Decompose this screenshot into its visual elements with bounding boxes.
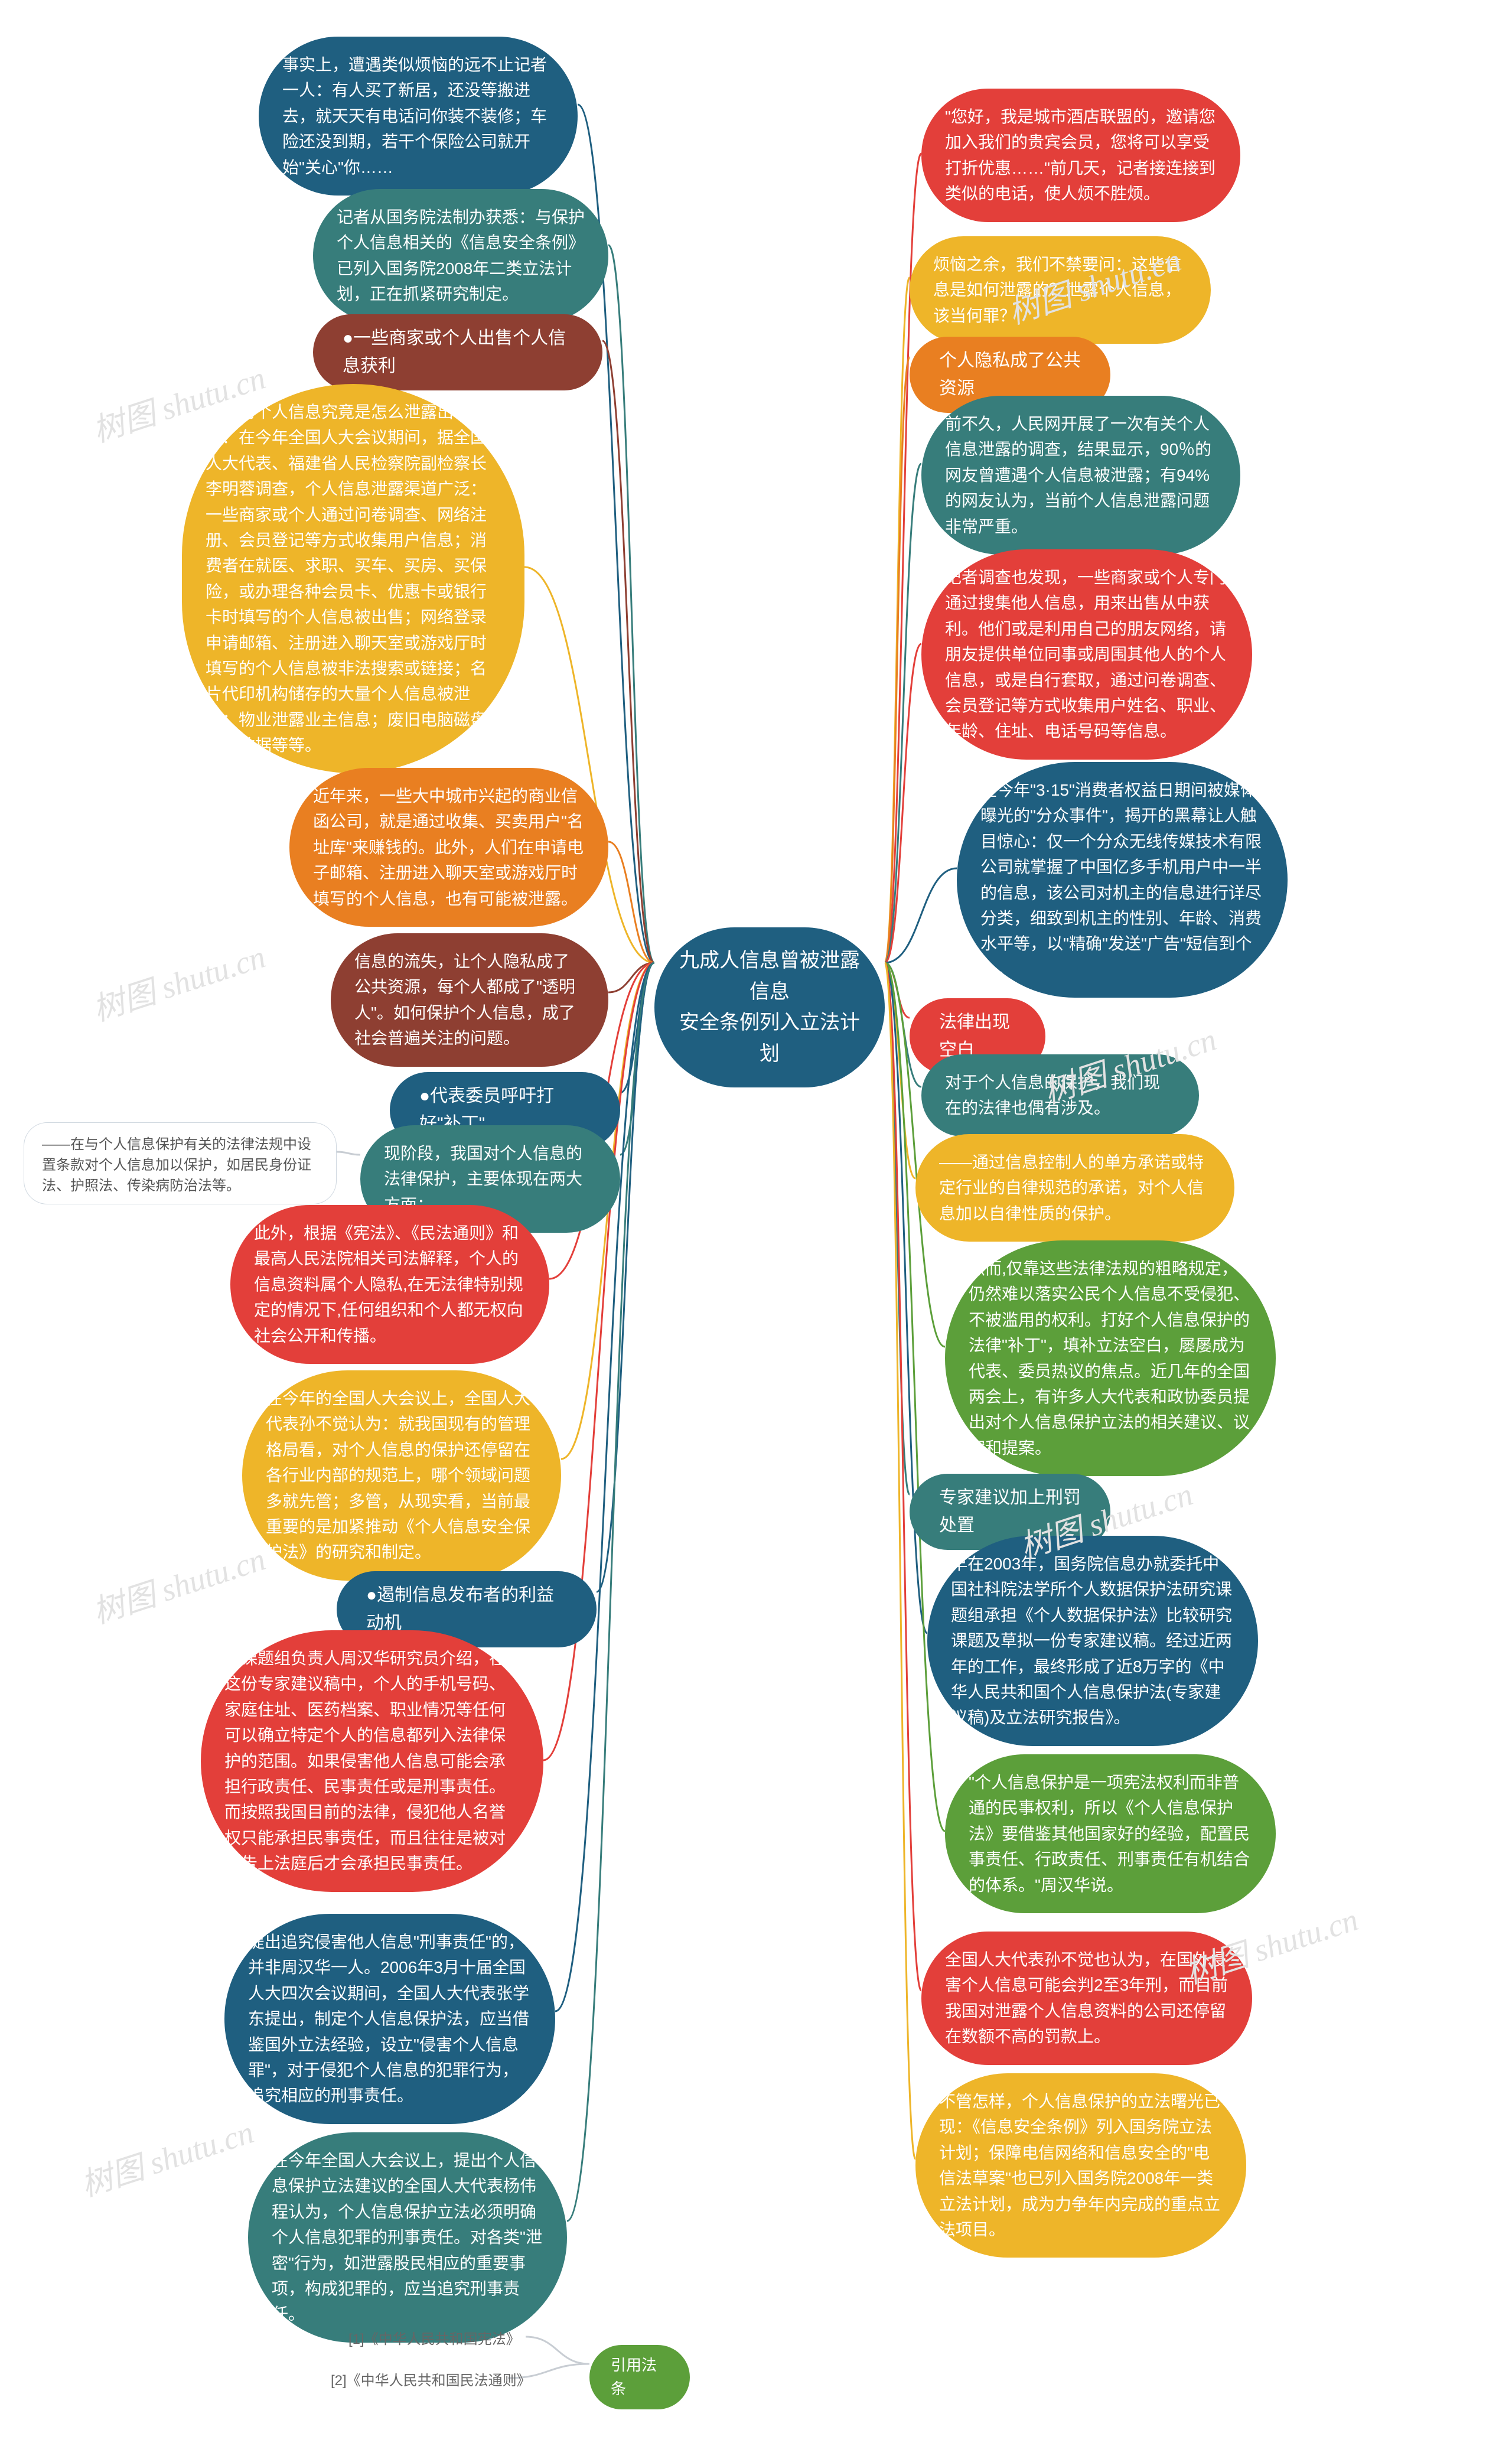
node-text: 前不久，人民网开展了一次有关个人信息泄露的调查，结果显示，90％的网友曾遭遇个人… <box>945 411 1217 539</box>
citation-item: [1]《中华人民共和国宪法》 <box>348 2327 520 2348</box>
watermark: 树图 shutu.cn <box>86 1533 271 1633</box>
node-text: 然而,仅靠这些法律法规的粗略规定，仍然难以落实公民个人信息不受侵犯、不被滥用的权… <box>969 1256 1252 1461</box>
L12: 据课题组负责人周汉华研究员介绍，在这份专家建议稿中，个人的手机号码、家庭住址、医… <box>201 1630 543 1892</box>
R4: 前不久，人民网开展了一次有关个人信息泄露的调查，结果显示，90％的网友曾遭遇个人… <box>921 396 1240 555</box>
node-text: ——通过信息控制人的单方承诺或特定行业的自律规范的承诺，对个人信息加以自律性质的… <box>939 1149 1211 1226</box>
node-text: ●一些商家或个人出售个人信息获利 <box>343 325 573 380</box>
citations-label: 引用法条 <box>589 2345 690 2409</box>
center-node: 九成人信息曾被泄露 信息 安全条例列入立法计划 <box>654 927 885 1087</box>
node-text: 个人隐私成了公共资源 <box>939 347 1081 402</box>
node-text: 九成人信息曾被泄露 信息 安全条例列入立法计划 <box>678 945 861 1070</box>
R13: "个人信息保护是一项宪法权利而非普通的民事权利，所以《个人信息保护法》要借鉴其他… <box>945 1754 1276 1913</box>
R6: 在今年"3·15"消费者权益日期间被媒体曝光的"分众事件"，揭开的黑幕让人触目惊… <box>957 762 1288 998</box>
L4: 我们的个人信息究竟是怎么泄露出去的呢？在今年全国人大会议期间，据全国人大代表、福… <box>182 384 524 773</box>
R8: 对于个人信息的保护，我们现在的法律也偶有涉及。 <box>921 1054 1199 1136</box>
node-text: ●遏制信息发布者的利益动机 <box>366 1582 567 1637</box>
node-text: 不管怎样，个人信息保护的立法曙光已现：《信息安全条例》列入国务院立法计划；保障电… <box>939 2089 1223 2242</box>
R2: 烦恼之余，我们不禁要问：这些信息是如何泄露的？泄露个人信息，该当何罪？ <box>910 236 1211 344</box>
node-text: 我们的个人信息究竟是怎么泄露出去的呢？在今年全国人大会议期间，据全国人大代表、福… <box>206 399 501 758</box>
R9: ——通过信息控制人的单方承诺或特定行业的自律规范的承诺，对个人信息加以自律性质的… <box>915 1134 1234 1242</box>
node-text: "您好，我是城市酒店联盟的，邀请您加入我们的贵宾会员，您将可以享受打折优惠……"… <box>945 104 1217 207</box>
L13: 提出追究侵害他人信息"刑事责任"的，并非周汉华一人。2006年3月十届全国人大四… <box>224 1914 555 2124</box>
node-text: 专家建议加上刑罚处置 <box>939 1484 1081 1539</box>
L14: 在今年全国人大会议上，提出个人信息保护立法建议的全国人大代表杨伟程认为，个人信息… <box>248 2132 567 2343</box>
node-text: 全国人大代表孙不觉也认为，在国外侵害个人信息可能会判2至3年刑，而目前我国对泄露… <box>945 1947 1228 2050</box>
R10: 然而,仅靠这些法律法规的粗略规定，仍然难以落实公民个人信息不受侵犯、不被滥用的权… <box>945 1240 1276 1476</box>
node-text: 事实上，遭遇类似烦恼的远不止记者一人：有人买了新居，还没等搬进去，就天天有电话问… <box>282 52 554 180</box>
L1: 事实上，遭遇类似烦恼的远不止记者一人：有人买了新居，还没等搬进去，就天天有电话问… <box>259 37 578 196</box>
L2: 记者从国务院法制办获悉：与保护个人信息相关的《信息安全条例》已列入国务院2008… <box>313 189 608 323</box>
L10: 在今年的全国人大会议上，全国人大代表孙不觉认为：就我国现有的管理格局看，对个人信… <box>242 1370 561 1581</box>
watermark: 树图 shutu.cn <box>86 930 271 1030</box>
node-text: 近年来，一些大中城市兴起的商业信函公司，就是通过收集、买卖用户"名址库"来赚钱的… <box>313 783 585 911</box>
node-text: 早在2003年，国务院信息办就委托中国社科院法学所个人数据保护法研究课题组承担《… <box>951 1551 1234 1731</box>
citation-item: [2]《中华人民共和国民法通则》 <box>331 2369 531 2389</box>
node-text: 记者从国务院法制办获悉：与保护个人信息相关的《信息安全条例》已列入国务院2008… <box>337 204 585 307</box>
node-text: 据课题组负责人周汉华研究员介绍，在这份专家建议稿中，个人的手机号码、家庭住址、医… <box>224 1646 520 1877</box>
side-note: ——在与个人信息保护有关的法律法规中设置条款对个人信息加以保护，如居民身份证法、… <box>24 1122 337 1204</box>
L9: 此外，根据《宪法》、《民法通则》和最高人民法院相关司法解释，个人的信息资料属个人… <box>230 1205 549 1364</box>
node-text: 在今年全国人大会议上，提出个人信息保护立法建议的全国人大代表杨伟程认为，个人信息… <box>272 2148 543 2327</box>
node-text: 记者调查也发现，一些商家或个人专门通过搜集他人信息，用来出售从中获利。他们或是利… <box>945 565 1228 744</box>
R1: "您好，我是城市酒店联盟的，邀请您加入我们的贵宾会员，您将可以享受打折优惠……"… <box>921 89 1240 222</box>
node-text: 在今年的全国人大会议上，全国人大代表孙不觉认为：就我国现有的管理格局看，对个人信… <box>266 1386 537 1565</box>
node-text: 提出追究侵害他人信息"刑事责任"的，并非周汉华一人。2006年3月十届全国人大四… <box>248 1929 532 2109</box>
node-text: "个人信息保护是一项宪法权利而非普通的民事权利，所以《个人信息保护法》要借鉴其他… <box>969 1770 1252 1898</box>
R12: 早在2003年，国务院信息办就委托中国社科院法学所个人数据保护法研究课题组承担《… <box>927 1536 1258 1746</box>
mindmap-canvas: 九成人信息曾被泄露 信息 安全条例列入立法计划 事实上，遭遇类似烦恼的远不止记者一… <box>0 0 1512 2446</box>
node-text: 对于个人信息的保护，我们现在的法律也偶有涉及。 <box>945 1070 1175 1121</box>
node-text: 在今年"3·15"消费者权益日期间被媒体曝光的"分众事件"，揭开的黑幕让人触目惊… <box>980 777 1264 982</box>
L3: ●一些商家或个人出售个人信息获利 <box>313 314 602 390</box>
R5: 记者调查也发现，一些商家或个人专门通过搜集他人信息，用来出售从中获利。他们或是利… <box>921 549 1252 760</box>
R14: 全国人大代表孙不觉也认为，在国外侵害个人信息可能会判2至3年刑，而目前我国对泄露… <box>921 1932 1252 2065</box>
node-text: 信息的流失，让个人隐私成了公共资源，每个人都成了"透明人"。如何保护个人信息，成… <box>354 949 585 1051</box>
L5: 近年来，一些大中城市兴起的商业信函公司，就是通过收集、买卖用户"名址库"来赚钱的… <box>289 768 608 927</box>
connectors-layer <box>0 0 1512 2446</box>
R15: 不管怎样，个人信息保护的立法曙光已现：《信息安全条例》列入国务院立法计划；保障电… <box>915 2073 1246 2258</box>
node-text: 此外，根据《宪法》、《民法通则》和最高人民法院相关司法解释，个人的信息资料属个人… <box>254 1220 526 1349</box>
node-text: 烦恼之余，我们不禁要问：这些信息是如何泄露的？泄露个人信息，该当何罪？ <box>933 252 1187 328</box>
watermark: 树图 shutu.cn <box>74 2106 259 2206</box>
L6: 信息的流失，让个人隐私成了公共资源，每个人都成了"透明人"。如何保护个人信息，成… <box>331 933 608 1067</box>
